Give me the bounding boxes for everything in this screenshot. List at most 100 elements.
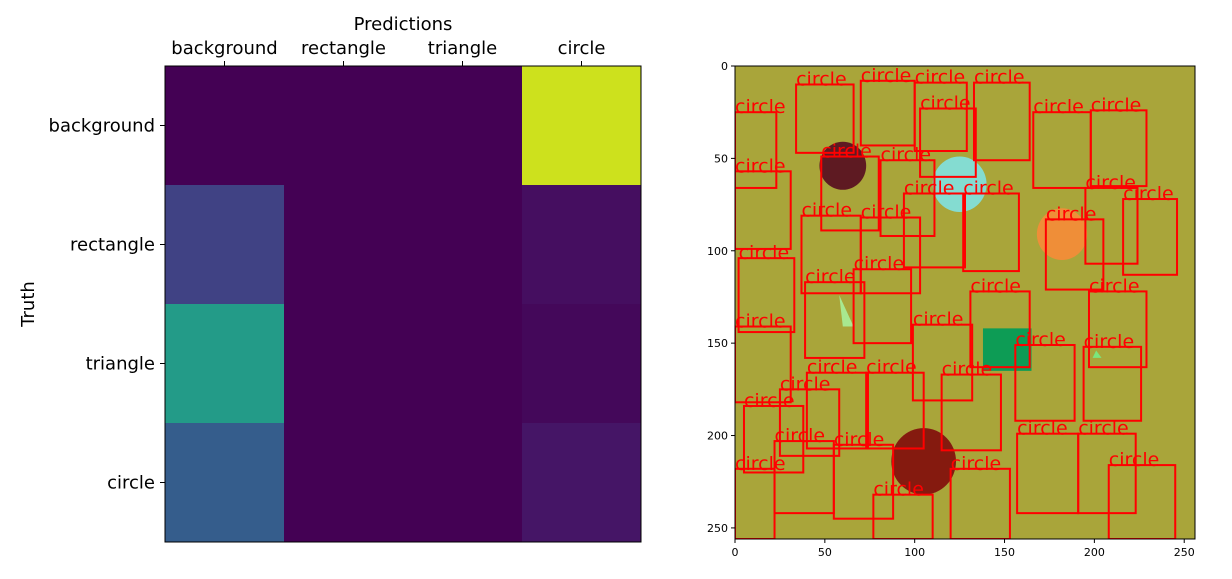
detection-label: circle <box>1089 275 1140 297</box>
image-xtick-label: 150 <box>994 546 1015 559</box>
detection-label: circle <box>1109 449 1160 471</box>
shape-circle <box>1036 208 1088 261</box>
image-ytick-label: 200 <box>707 430 728 443</box>
shape-circle <box>891 428 957 495</box>
detection-label: circle <box>904 177 955 199</box>
cm-cell <box>284 66 404 186</box>
detection-label: circle <box>780 373 831 395</box>
cm-ylabel: Truth <box>18 281 39 328</box>
detection-label: circle <box>970 275 1021 297</box>
detection-box <box>969 290 1031 369</box>
detection-box <box>949 467 1011 539</box>
detection-label: circle <box>744 390 795 412</box>
detection-label: circle <box>913 309 964 331</box>
detection-box <box>795 83 855 154</box>
detection-label: circle <box>834 429 885 451</box>
detection-box <box>1044 218 1105 291</box>
confusion-matrix: Predictions Truth background rectangle tri… <box>18 14 642 543</box>
detection-label: circle <box>866 357 917 379</box>
image-ytick-label: 250 <box>707 522 728 535</box>
detection-box <box>1107 464 1177 539</box>
detection-label: circle <box>861 65 912 87</box>
detection-label: circle <box>963 177 1014 199</box>
detection-label: circle <box>801 200 852 222</box>
detection-label: circle <box>974 67 1025 89</box>
image-ytick-label: 50 <box>714 152 728 165</box>
image-ytick-label: 0 <box>721 60 728 73</box>
detection-box <box>1077 432 1137 515</box>
detection-box <box>832 443 895 520</box>
detection-box <box>962 192 1020 273</box>
cm-xtick-label: background <box>171 38 277 59</box>
detection-box <box>972 81 1031 162</box>
detection-box <box>865 371 925 450</box>
cm-xtick-label: circle <box>558 38 606 59</box>
cm-cell <box>522 304 642 424</box>
detection-box <box>879 159 936 237</box>
cm-cell <box>165 423 285 543</box>
detection-label: circle <box>1084 331 1135 353</box>
image-xtick-label: 100 <box>904 546 925 559</box>
cm-ytick-label: background <box>49 116 155 137</box>
cm-ytick-label: triangle <box>86 354 155 375</box>
cm-cell <box>403 423 523 543</box>
detection-box <box>804 281 866 359</box>
cm-cell <box>403 66 523 186</box>
cm-cell <box>403 304 523 424</box>
detection-label: circle <box>873 479 924 501</box>
detection-box <box>1014 343 1076 422</box>
cm-cell <box>284 423 404 543</box>
detection-label: circle <box>854 253 905 275</box>
image-xtick-label: 0 <box>732 546 739 559</box>
cm-ytick-label: rectangle <box>70 235 155 256</box>
detection-box <box>735 111 778 189</box>
detection-box <box>1084 186 1139 265</box>
detection-label: circle <box>739 242 790 264</box>
detection-label: circle <box>735 311 786 333</box>
detection-label: circle <box>915 67 966 89</box>
detection-label: circle <box>1015 329 1066 351</box>
detection-box <box>778 388 841 457</box>
detection-box <box>902 192 966 269</box>
image-background <box>735 66 1195 539</box>
detection-label: circle <box>861 202 912 224</box>
shape-rectangle <box>982 328 1032 371</box>
detection-label: circle <box>1085 172 1136 194</box>
detection-label: circle <box>805 266 856 288</box>
detection-label: circle <box>951 453 1002 475</box>
detection-box <box>805 371 869 450</box>
detection-label: circle <box>1123 183 1174 205</box>
cm-xtick-label: triangle <box>428 38 497 59</box>
image-xtick-label: 200 <box>1084 546 1105 559</box>
detection-box <box>735 170 792 250</box>
detection-box <box>1082 345 1143 422</box>
shape-triangle <box>839 295 854 327</box>
detection-label: circle <box>821 141 872 163</box>
detection-box <box>852 268 913 345</box>
detection-label: circle <box>775 425 826 447</box>
detection-box <box>1122 198 1179 276</box>
cm-xtick-label: rectangle <box>301 38 386 59</box>
detection-box <box>735 325 792 404</box>
detection-label: circle <box>881 144 932 166</box>
image-xtick-label: 50 <box>818 546 832 559</box>
image-ytick-label: 100 <box>707 245 728 258</box>
cm-cell <box>284 304 404 424</box>
detection-box <box>735 467 776 539</box>
detection-box <box>940 373 1002 452</box>
cm-cell <box>165 304 285 424</box>
image-frame <box>734 65 1196 540</box>
cm-cell <box>165 185 285 305</box>
cm-cell <box>522 185 642 305</box>
detection-box <box>1089 109 1148 188</box>
detection-label: circle <box>1046 203 1097 225</box>
cm-cell <box>403 185 523 305</box>
detection-label: circle <box>920 92 971 114</box>
detection-label: circle <box>1017 418 1068 440</box>
detection-label: circle <box>1078 418 1129 440</box>
detection-label: circle <box>1091 94 1142 116</box>
cm-ytick-label: circle <box>107 473 155 494</box>
detection-label: circle <box>735 96 786 118</box>
